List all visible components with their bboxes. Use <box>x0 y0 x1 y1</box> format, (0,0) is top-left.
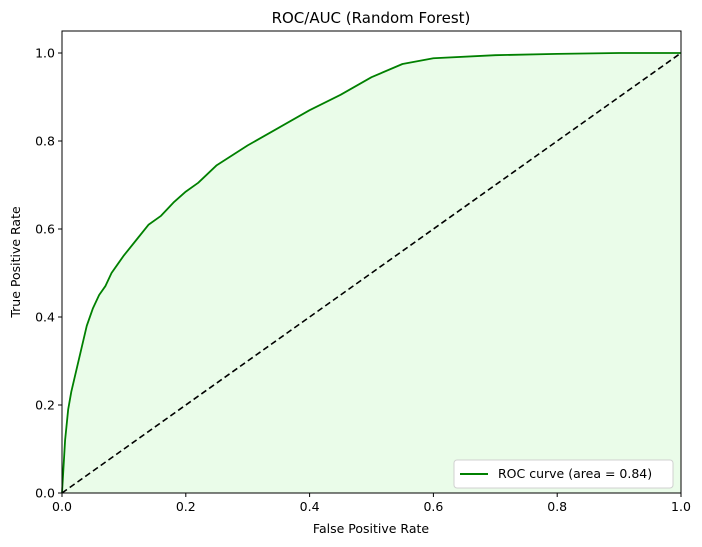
x-axis-label: False Positive Rate <box>313 521 429 536</box>
legend-label-roc: ROC curve (area = 0.84) <box>498 466 652 481</box>
chart-title: ROC/AUC (Random Forest) <box>272 9 471 27</box>
roc-curve-line <box>61 52 681 494</box>
y-tick-label: 0.0 <box>35 486 55 501</box>
legend: ROC curve (area = 0.84) <box>453 459 674 489</box>
x-tick-label: 0.6 <box>423 499 443 514</box>
plot-area <box>61 52 682 494</box>
x-tick-label: 0.0 <box>52 499 72 514</box>
y-axis-label: True Positive Rate <box>8 206 23 319</box>
x-tick-label: 0.2 <box>176 499 196 514</box>
x-tick-label: 0.4 <box>300 499 320 514</box>
y-tick-label: 0.6 <box>35 222 55 237</box>
diagonal-reference-line <box>61 52 682 494</box>
legend-box <box>453 459 674 489</box>
y-tick-label: 0.8 <box>35 134 55 149</box>
plot-frame <box>61 30 682 494</box>
y-tick-label: 0.2 <box>35 398 55 413</box>
x-tick-label: 1.0 <box>671 499 691 514</box>
y-tick-label: 1.0 <box>35 46 55 61</box>
x-tick-label: 0.8 <box>547 499 567 514</box>
y-tick-label: 0.4 <box>35 310 55 325</box>
axis-ticks: 0.0 0.2 0.4 0.6 0.8 1.0 0.0 0.2 0.4 0.6 0.8 1.0 <box>35 46 691 515</box>
roc-area-fill <box>62 53 681 493</box>
